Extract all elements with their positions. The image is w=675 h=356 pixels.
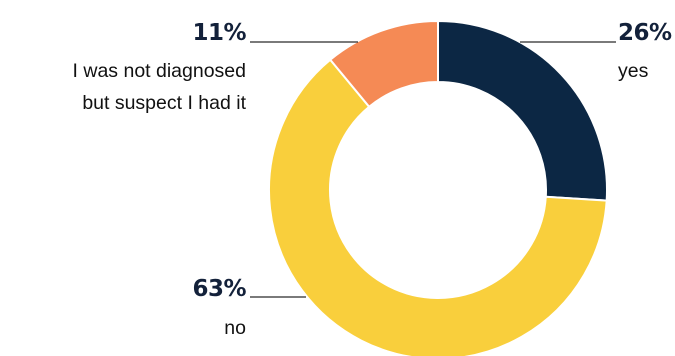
category-label-no: no xyxy=(224,317,246,339)
percent-label-yes: 26% xyxy=(618,20,672,46)
category-label-yes: yes xyxy=(618,60,649,82)
percent-label-suspected: 11% xyxy=(192,20,246,46)
percent-label-no: 63% xyxy=(192,276,246,302)
slice-yes xyxy=(437,19,609,202)
donut-slices xyxy=(268,19,609,356)
slice-no xyxy=(268,58,608,356)
category-label-suspected-line-2: but suspect I had it xyxy=(82,92,246,114)
category-label-suspected-line-1: I was not diagnosed xyxy=(73,60,246,82)
